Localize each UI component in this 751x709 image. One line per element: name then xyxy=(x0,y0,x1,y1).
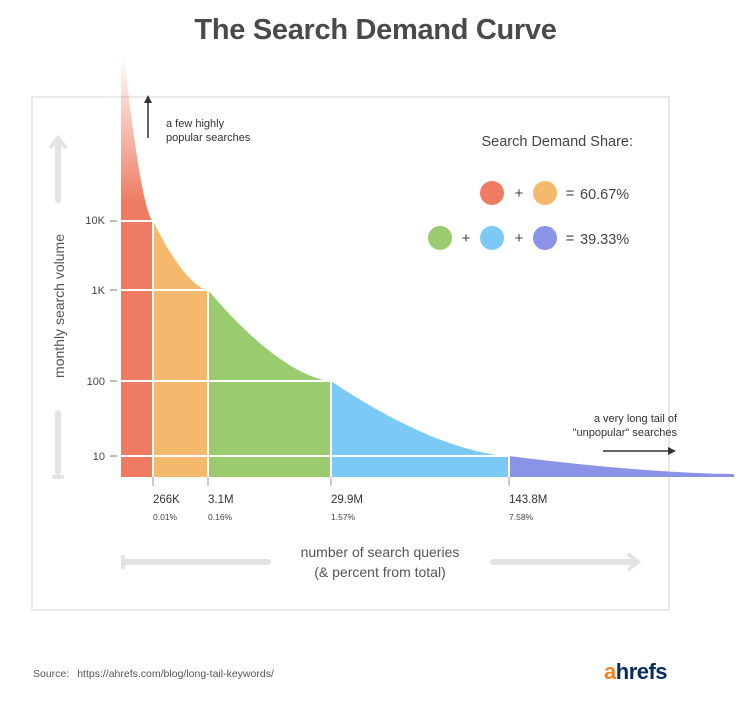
x-axis-arrowhead xyxy=(626,552,642,572)
curve-segment-1 xyxy=(121,55,153,477)
x-pct-157: 1.57% xyxy=(331,512,356,522)
head-arrowhead-icon xyxy=(144,95,152,103)
legend-plus: + xyxy=(515,185,524,202)
legend-dot-green xyxy=(428,226,452,250)
legend-dot-red xyxy=(480,181,504,205)
tail-annotation-line2: "unpopular" searches xyxy=(573,427,678,439)
tail-arrowhead-icon xyxy=(668,447,676,455)
legend-dot-purple xyxy=(533,226,557,250)
tail-annotation-line1: a very long tail of xyxy=(594,413,678,425)
y-tick-10: 10 xyxy=(93,451,105,463)
x-tick-266k: 266K xyxy=(153,494,180,506)
y-tick-1k: 1K xyxy=(92,285,106,297)
curve-segment-3 xyxy=(208,290,331,477)
legend-dot-orange xyxy=(533,181,557,205)
ahrefs-logo: ahrefs xyxy=(604,659,668,685)
x-tick-3-1m: 3.1M xyxy=(208,494,234,506)
y-axis-label: monthly search volume xyxy=(51,234,67,378)
logo-a: a xyxy=(604,659,616,684)
head-annotation-line2: popular searches xyxy=(166,132,251,144)
y-tick-100: 100 xyxy=(87,376,105,388)
legend-plus: + xyxy=(462,230,471,247)
x-pct-001: 0.01% xyxy=(153,512,178,522)
legend-value-tail: 39.33% xyxy=(580,232,629,248)
curve-segment-5 xyxy=(509,456,734,477)
x-axis-label-line1: number of search queries xyxy=(301,544,460,560)
legend-dot-blue xyxy=(480,226,504,250)
demand-curve-chart: monthly search volume 10K 1K 100 10 266K… xyxy=(48,55,734,580)
y-tick-10k: 10K xyxy=(85,215,105,227)
chart-frame xyxy=(31,96,670,611)
x-pct-758: 7.58% xyxy=(509,512,534,522)
legend-title: Search Demand Share: xyxy=(481,134,633,150)
logo-rest: hrefs xyxy=(615,659,668,684)
x-pct-016: 0.16% xyxy=(208,512,233,522)
curve-segment-4 xyxy=(331,381,509,477)
source-link[interactable]: https://ahrefs.com/blog/long-tail-keywor… xyxy=(77,668,274,680)
curve-segment-2 xyxy=(153,221,208,477)
head-annotation-line1: a few highly xyxy=(166,118,225,130)
legend-equals: = xyxy=(566,185,575,202)
legend-equals: = xyxy=(566,230,575,247)
x-tick-143-8m: 143.8M xyxy=(509,494,547,506)
chart-title: The Search Demand Curve xyxy=(194,14,557,46)
legend-value-head: 60.67% xyxy=(580,187,629,203)
x-tick-29-9m: 29.9M xyxy=(331,494,363,506)
y-axis-arrowhead xyxy=(48,134,68,150)
source-note: Source: https://ahrefs.com/blog/long-tail… xyxy=(33,668,282,680)
legend-plus: + xyxy=(515,230,524,247)
x-axis-label-line2: (& percent from total) xyxy=(314,564,446,580)
source-label: Source: xyxy=(33,668,70,680)
